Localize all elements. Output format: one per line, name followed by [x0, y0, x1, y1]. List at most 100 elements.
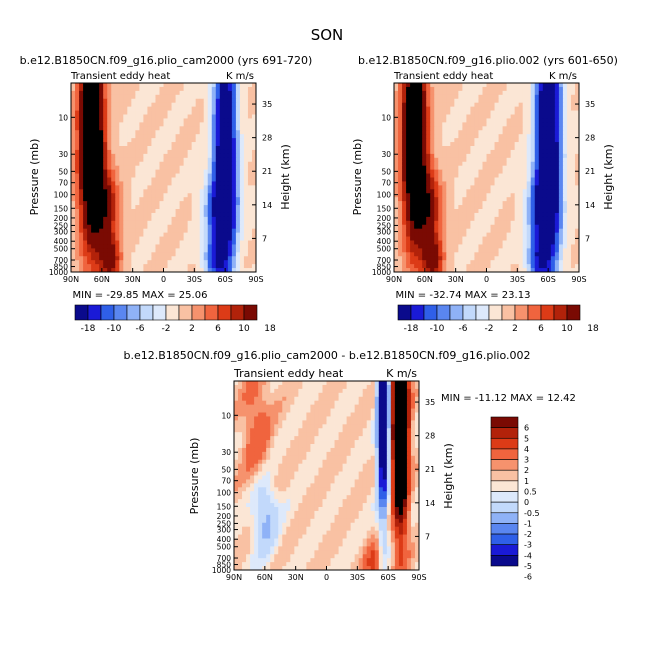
field-cell: [143, 118, 148, 123]
field-cell: [103, 138, 108, 143]
field-cell: [426, 240, 431, 245]
field-cell: [498, 165, 503, 171]
field-cell: [458, 248, 463, 253]
field-cell: [490, 130, 495, 135]
field-cell: [223, 114, 229, 119]
field-cell: [143, 86, 148, 92]
field-cell: [139, 146, 144, 151]
field-cell: [242, 404, 247, 409]
field-cell: [131, 149, 136, 155]
field-cell: [362, 400, 368, 406]
field-cell: [187, 205, 193, 210]
field-cell: [243, 90, 249, 96]
field-cell: [426, 248, 431, 253]
field-cell: [123, 205, 128, 210]
field-cell: [115, 216, 120, 222]
field-cell: [454, 173, 459, 178]
field-cell: [314, 381, 319, 386]
field-cell: [235, 189, 241, 194]
field-cell: [175, 157, 180, 163]
field-cell: [534, 86, 540, 92]
field-cell: [115, 149, 120, 155]
field-cell: [346, 392, 352, 398]
field-cell: [223, 146, 229, 151]
field-cell: [95, 224, 100, 230]
field-cell: [426, 173, 431, 178]
field-cell: [562, 114, 568, 119]
field-cell: [478, 228, 483, 234]
field-cell: [171, 212, 176, 218]
field-cell: [402, 197, 407, 202]
field-cell: [410, 189, 415, 194]
field-cell: [402, 236, 407, 241]
field-cell: [167, 130, 172, 135]
field-cell: [191, 110, 197, 115]
field-cell: [75, 248, 80, 253]
field-cell: [251, 114, 257, 119]
field-cell: [179, 264, 185, 269]
field-cell: [482, 149, 487, 155]
field-cell: [406, 83, 411, 88]
field-cell: [306, 381, 311, 386]
field-cell: [422, 236, 427, 241]
field-cell: [75, 83, 80, 88]
field-cell: [175, 236, 180, 241]
field-cell: [506, 216, 512, 222]
field-cell: [426, 122, 431, 127]
field-cell: [95, 252, 100, 257]
field-cell: [434, 260, 439, 265]
field-cell: [107, 165, 112, 171]
field-cell: [111, 260, 116, 265]
field-cell: [494, 134, 499, 139]
field-cell: [454, 240, 459, 245]
field-cell: [482, 106, 487, 111]
field-cell: [430, 130, 435, 135]
field-cell: [422, 205, 427, 210]
field-cell: [434, 264, 439, 269]
field-cell: [458, 122, 463, 127]
field-cell: [147, 193, 152, 198]
field-cell: [111, 189, 116, 194]
field-cell: [462, 114, 467, 119]
field-cell: [227, 236, 233, 241]
field-cell: [187, 98, 193, 104]
field-cell: [159, 212, 164, 218]
field-cell: [215, 153, 221, 159]
field-cell: [414, 212, 419, 218]
field-cell: [247, 90, 253, 96]
field-cell: [298, 408, 303, 413]
colorbar-label: -2: [485, 324, 494, 334]
field-cell: [302, 396, 307, 402]
field-cell: [79, 264, 84, 269]
field-cell: [247, 161, 253, 167]
field-cell: [215, 94, 221, 100]
field-cell: [242, 388, 247, 394]
field-cell: [450, 142, 455, 147]
field-cell: [394, 384, 400, 390]
field-cell: [466, 169, 471, 174]
field-cell: [570, 146, 576, 151]
field-cell: [410, 268, 415, 273]
field-cell: [522, 134, 528, 139]
field-cell: [446, 130, 451, 135]
field-cell: [215, 205, 221, 210]
field-cell: [558, 149, 564, 155]
field-cell: [75, 224, 80, 230]
field-cell: [270, 408, 275, 413]
field-cell: [494, 189, 499, 194]
field-cell: [119, 106, 124, 111]
field-cell: [95, 161, 100, 167]
field-cell: [139, 232, 144, 237]
field-cell: [418, 83, 423, 88]
field-cell: [127, 209, 132, 214]
field-cell: [470, 165, 475, 171]
field-cell: [418, 232, 423, 237]
field-cell: [494, 153, 499, 159]
field-cell: [139, 169, 144, 174]
field-cell: [422, 177, 427, 182]
field-cell: [171, 146, 176, 151]
field-cell: [111, 252, 116, 257]
field-cell: [91, 177, 96, 182]
field-cell: [430, 209, 435, 214]
field-cell: [418, 256, 423, 261]
